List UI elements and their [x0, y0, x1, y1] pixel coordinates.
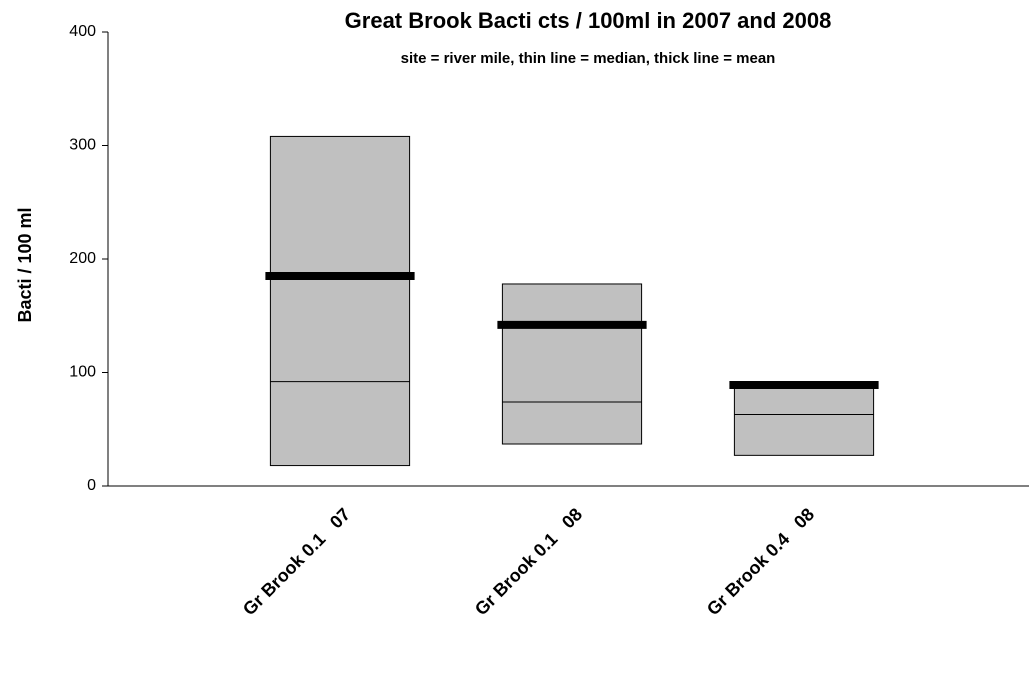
y-tick-label: 200 [69, 250, 96, 267]
y-tick-label: 100 [69, 364, 96, 381]
x-tick-label: Gr Brook 0.4 08 [703, 504, 818, 619]
y-tick-label: 300 [69, 137, 96, 154]
y-axis-label: Bacti / 100 ml [15, 207, 35, 322]
y-tick-label: 0 [87, 477, 96, 494]
box [733, 385, 875, 456]
x-tick-label: Gr Brook 0.1 07 [239, 504, 354, 619]
chart-title: Great Brook Bacti cts / 100ml in 2007 an… [345, 8, 832, 33]
chart-subtitle: site = river mile, thin line = median, t… [401, 50, 776, 67]
x-tick-label: Gr Brook 0.1 08 [471, 504, 586, 619]
box [501, 283, 643, 445]
box [269, 135, 411, 467]
y-tick-label: 400 [69, 23, 96, 40]
